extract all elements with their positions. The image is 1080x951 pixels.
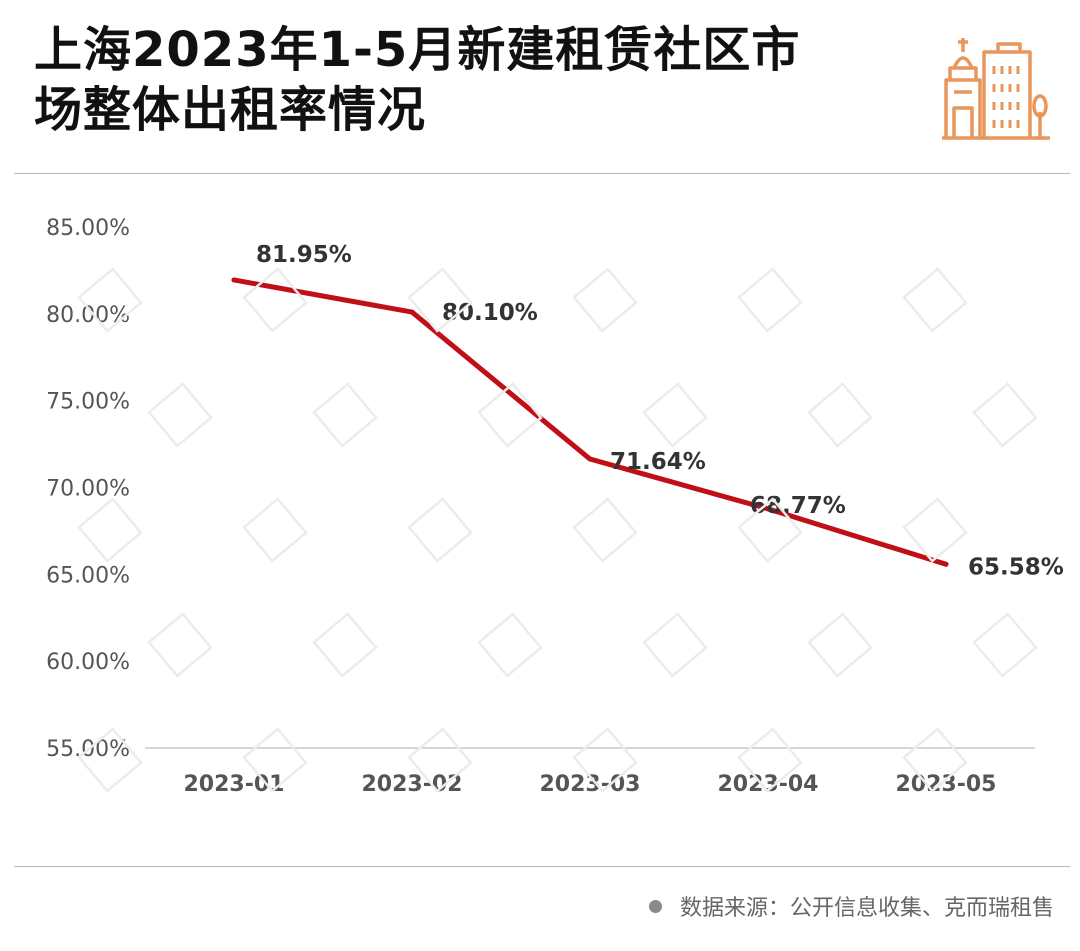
title-line-2: 场整体出租率情况 [34, 82, 427, 138]
x-tick-label: 2023-02 [362, 772, 463, 797]
data-label: 71.64% [610, 449, 706, 475]
y-tick-label: 60.00% [46, 650, 130, 675]
x-tick-label: 2023-01 [184, 772, 285, 797]
y-tick-label: 75.00% [46, 390, 130, 415]
bullet-dot-icon [648, 899, 662, 913]
data-label: 65.58% [968, 554, 1064, 580]
title-line-1: 上海2023年1-5月新建租赁社区市 [34, 22, 801, 78]
data-point [231, 277, 237, 283]
footer-divider [14, 866, 1070, 867]
x-tick-label: 2023-05 [896, 772, 997, 797]
y-tick-label: 55.00% [46, 737, 130, 762]
data-point [943, 561, 949, 567]
series-line [231, 277, 949, 567]
line-chart: 85.00% 80.00% 75.00% 70.00% 65.00% 60.00% 55.0… [46, 216, 1064, 797]
data-label: 80.10% [442, 300, 538, 326]
y-tick-label: 65.00% [46, 563, 130, 588]
data-point [587, 456, 593, 462]
x-tick-label: 2023-04 [718, 772, 819, 797]
data-source: 数据来源：公开信息收集、克而瑞租售 [648, 890, 1054, 922]
source-text: 数据来源：公开信息收集、克而瑞租售 [679, 896, 1054, 921]
data-label: 68.77% [750, 493, 846, 519]
data-point [409, 309, 415, 315]
y-tick-label: 80.00% [46, 303, 130, 328]
y-tick-label: 85.00% [46, 216, 130, 241]
page-title: 上海2023年1-5月新建租赁社区市 场整体出租率情况 [34, 20, 894, 140]
x-tick-label: 2023-03 [540, 772, 641, 797]
city-buildings-icon [942, 38, 1050, 140]
y-tick-label: 70.00% [46, 477, 130, 502]
header-divider [14, 173, 1070, 174]
data-label: 81.95% [256, 242, 352, 268]
